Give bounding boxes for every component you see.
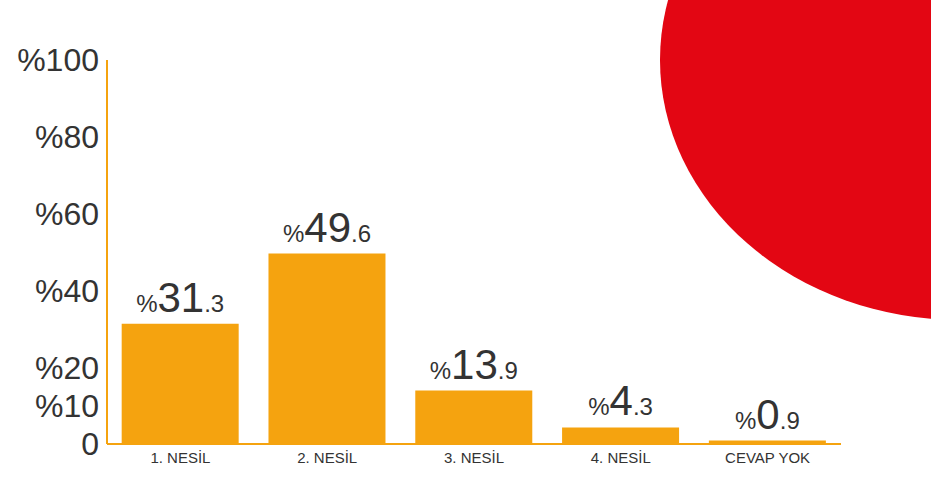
svg-text:4. NESİL: 4. NESİL (591, 449, 651, 466)
svg-text:1. NESİL: 1. NESİL (150, 449, 210, 466)
svg-text:CEVAP YOK: CEVAP YOK (725, 449, 810, 466)
svg-text:%0.9: %0.9 (735, 391, 800, 438)
svg-text:%100: %100 (17, 42, 99, 78)
svg-text:%80: %80 (35, 119, 99, 155)
svg-text:%10: %10 (35, 388, 99, 424)
svg-text:%20: %20 (35, 350, 99, 386)
svg-text:%13.9: %13.9 (430, 341, 518, 388)
svg-text:%40: %40 (35, 273, 99, 309)
svg-text:%4.3: %4.3 (588, 377, 653, 424)
svg-text:%49.6: %49.6 (283, 204, 371, 251)
svg-text:0: 0 (81, 426, 99, 462)
svg-text:%60: %60 (35, 196, 99, 232)
svg-text:%31.3: %31.3 (136, 274, 224, 321)
svg-text:2. NESİL: 2. NESİL (297, 449, 357, 466)
svg-text:3. NESİL: 3. NESİL (444, 449, 504, 466)
